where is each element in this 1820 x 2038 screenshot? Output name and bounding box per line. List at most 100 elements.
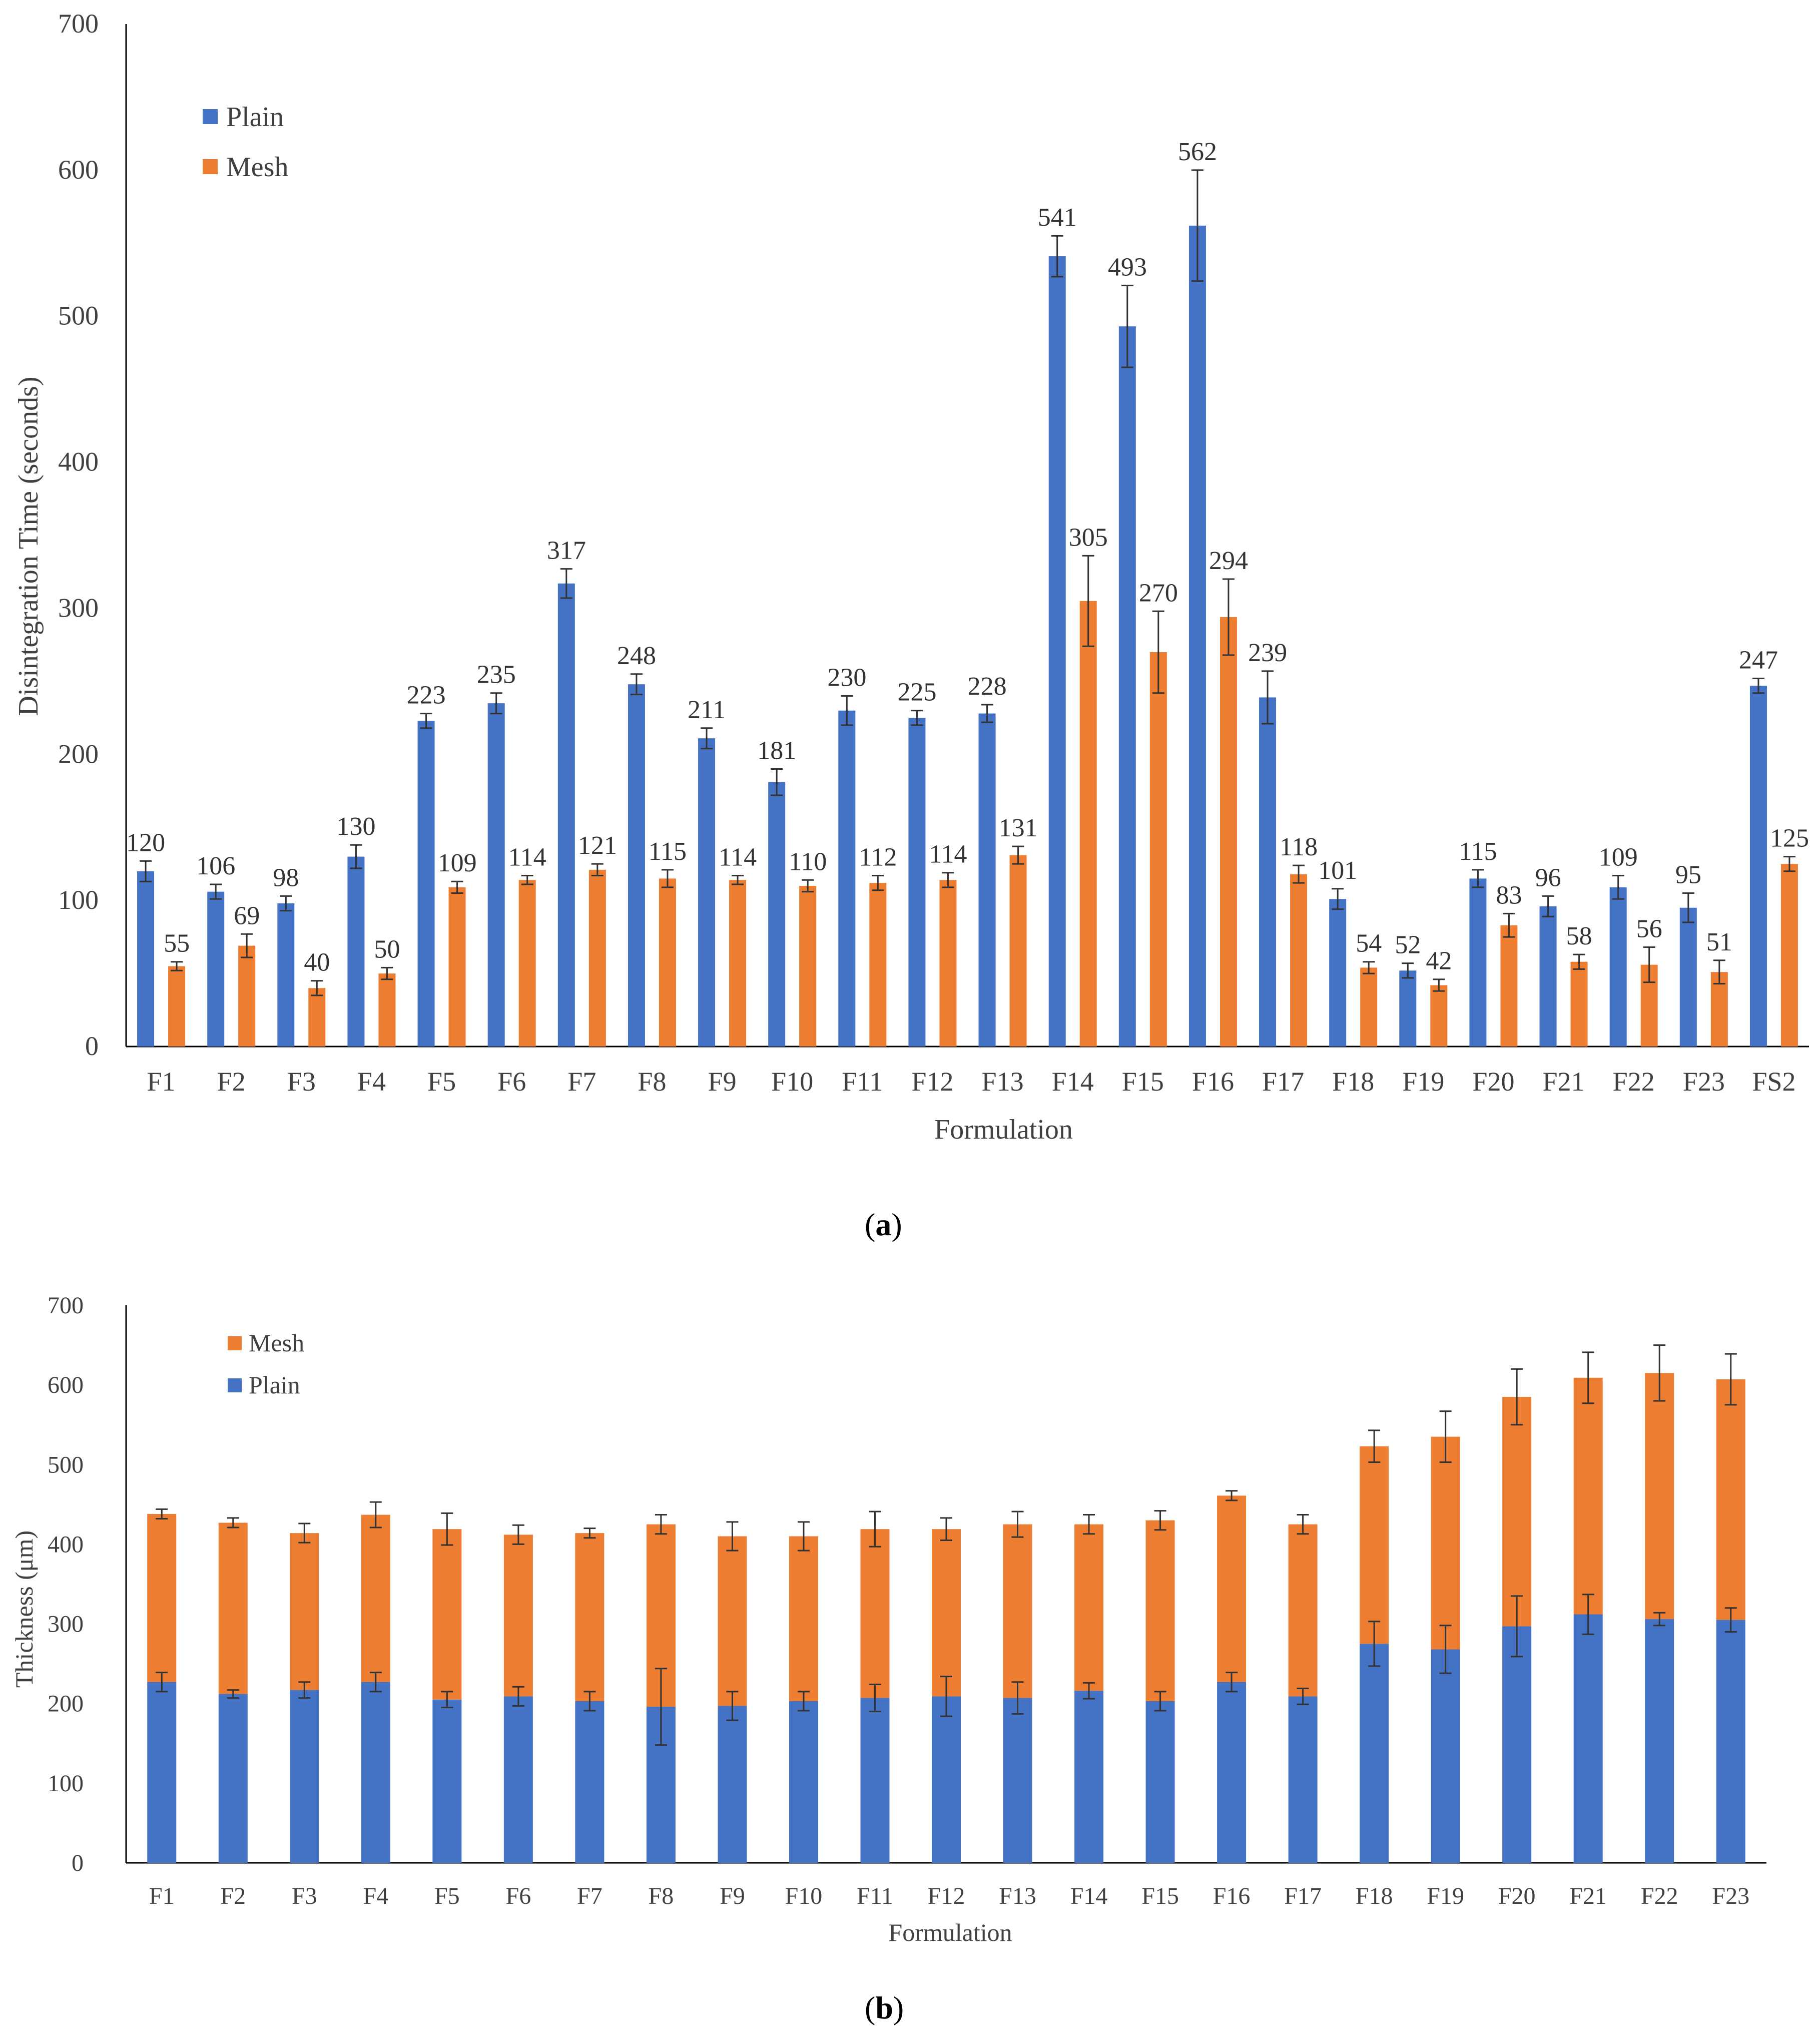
bar-mesh (718, 1536, 747, 1706)
x-tick-label: F7 (577, 1883, 602, 1909)
bar-mesh (448, 887, 466, 1047)
x-tick-label: F8 (649, 1883, 674, 1909)
x-tick-label: F20 (1498, 1883, 1536, 1909)
bar-mesh (1079, 601, 1097, 1047)
x-tick-label: F5 (427, 1067, 456, 1097)
bar-plain (1573, 1614, 1603, 1863)
bar-mesh (860, 1529, 890, 1698)
bar-mesh (1716, 1379, 1745, 1620)
bar-plain (218, 1694, 248, 1863)
x-tick-label: F18 (1356, 1883, 1393, 1909)
bar-plain (1539, 906, 1557, 1047)
bar-plain (1145, 1701, 1175, 1863)
x-tick-label: F16 (1213, 1883, 1251, 1909)
bar-mesh (659, 878, 676, 1047)
bar-mesh (168, 966, 186, 1047)
bar-plain (1118, 326, 1136, 1047)
bar-mesh (1290, 874, 1308, 1047)
bar-plain (932, 1696, 961, 1863)
x-tick-label: F9 (720, 1883, 745, 1909)
data-label: 541 (1038, 203, 1077, 232)
x-tick-label: F3 (292, 1883, 317, 1909)
data-label: 239 (1248, 639, 1287, 667)
x-tick-label: F22 (1641, 1883, 1678, 1909)
bar-plain (1360, 1644, 1389, 1863)
x-tick-label: F23 (1683, 1067, 1725, 1097)
data-label: 54 (1356, 929, 1382, 958)
data-label: 115 (649, 837, 687, 866)
bar-mesh (1780, 864, 1798, 1047)
bar-plain (432, 1699, 462, 1863)
bar-plain (1502, 1626, 1532, 1863)
bar-plain (137, 871, 155, 1047)
y-tick-label: 200 (48, 1691, 84, 1717)
x-tick-label: F4 (363, 1883, 388, 1909)
y-axis-title: Disintegration Time (seconds) (13, 376, 44, 716)
data-label: 130 (336, 812, 375, 841)
data-label: 317 (547, 537, 586, 565)
legend-swatch-plain (203, 109, 218, 124)
x-tick-label: F23 (1712, 1883, 1749, 1909)
bar-plain (1399, 970, 1417, 1047)
bar-mesh (1217, 1495, 1247, 1682)
caption-a: (a) (865, 1207, 902, 1242)
bar-plain (557, 583, 575, 1047)
data-label: 493 (1108, 253, 1147, 281)
bar-plain (1716, 1620, 1745, 1863)
bar-mesh (1360, 967, 1378, 1047)
bar-mesh (1573, 1377, 1603, 1615)
x-tick-label: F21 (1569, 1883, 1607, 1909)
x-tick-label: F17 (1284, 1883, 1322, 1909)
bar-plain (1609, 887, 1627, 1047)
data-label: 101 (1318, 856, 1357, 885)
legend-swatch-mesh (203, 159, 218, 174)
bar-plain (503, 1696, 533, 1863)
data-label: 110 (789, 847, 827, 876)
bar-mesh (575, 1533, 604, 1701)
x-tick-label: F22 (1613, 1067, 1655, 1097)
chart-b: 0 100 200 300 400 500 600 700 F1 F2 F3 F4 F5 F6 F7 F8 F9… (10, 1292, 1766, 1946)
data-label: 114 (508, 843, 546, 872)
x-tick-label: F13 (982, 1067, 1024, 1097)
bar-plain (628, 684, 645, 1047)
x-tick-label: F10 (771, 1067, 813, 1097)
bar-plain (1431, 1649, 1460, 1863)
bar-mesh (308, 988, 326, 1047)
data-label: 114 (719, 843, 757, 872)
data-label: 247 (1739, 646, 1778, 675)
y-tick-label: 200 (58, 739, 99, 769)
data-label: 98 (273, 863, 299, 892)
bar-plain (347, 856, 365, 1047)
data-label: 109 (1599, 843, 1638, 872)
data-label: 294 (1209, 547, 1248, 575)
bar-mesh (1288, 1524, 1318, 1697)
bar-mesh (729, 880, 747, 1047)
bar-plain (1329, 899, 1347, 1047)
legend-swatch-mesh (228, 1336, 242, 1350)
bar-plain (698, 738, 716, 1047)
data-label: 125 (1770, 824, 1809, 853)
x-tick-label: F7 (567, 1067, 596, 1097)
bar-plain (1188, 225, 1206, 1047)
x-tick-label: F11 (857, 1883, 893, 1909)
legend-label-plain: Plain (249, 1371, 300, 1399)
bar-mesh (1430, 985, 1448, 1047)
bar-mesh (432, 1529, 462, 1700)
legend-label-plain: Plain (226, 102, 284, 133)
bar-mesh (238, 945, 256, 1047)
bar-mesh (1009, 855, 1027, 1047)
chart-a: 0 100 200 300 400 500 600 700 120 55 F1 106 69 F2 98 40… (13, 9, 1809, 1145)
x-tick-label: F3 (287, 1067, 316, 1097)
bar-mesh (290, 1533, 319, 1690)
data-label: 270 (1139, 579, 1178, 607)
data-label: 55 (164, 929, 190, 958)
data-label: 58 (1566, 922, 1592, 950)
bar-mesh (1145, 1520, 1175, 1701)
bar-plain (1048, 256, 1066, 1047)
x-tick-label: F19 (1427, 1883, 1464, 1909)
x-tick-label: F13 (999, 1883, 1036, 1909)
data-label: 114 (929, 840, 967, 869)
bar-mesh (1220, 617, 1237, 1047)
x-tick-label: F17 (1262, 1067, 1304, 1097)
